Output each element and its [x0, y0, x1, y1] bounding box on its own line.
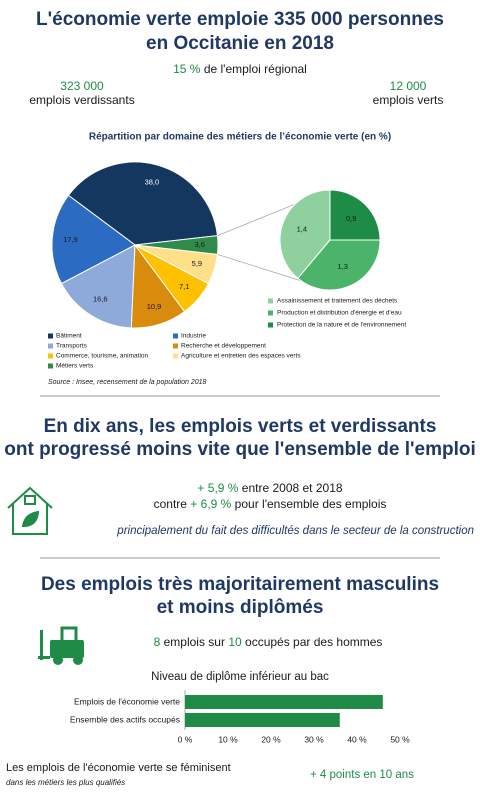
total-text: pour l'ensemble des emplois [235, 497, 387, 511]
slice-label: 7,1 [179, 282, 189, 291]
legend-swatch [268, 322, 273, 328]
slice-label: 1,4 [297, 225, 307, 234]
legend-label: Commerce, tourisme, animation [56, 353, 148, 360]
pie-slice [134, 235, 219, 255]
slice-label: 3,6 [195, 240, 205, 249]
slice-label: 17,9 [63, 235, 78, 244]
title: L'économie verte emploie 335 000 personn… [36, 9, 444, 30]
slice-label: 38,0 [145, 177, 160, 186]
legend-swatch [48, 333, 53, 339]
legend-label: Métiers verts [56, 363, 94, 370]
pie-slice [51, 194, 136, 285]
y-tick-label: Emplois de l'économie verte [74, 696, 180, 706]
share: 15 % de l'emploi régional [173, 62, 307, 76]
bar [185, 713, 340, 727]
bar [185, 695, 383, 709]
house-icon [7, 486, 53, 535]
evolution-note: principalement du fait des difficultés d… [116, 525, 474, 537]
pie-chart: 38,0 17,9 16,6 10,9 7,1 5,9 3,6 1,4 1,3 0,9 Bâtime… [48, 161, 406, 370]
left-text: emplois verdissants [29, 93, 134, 107]
x-tick-label: 50 % [390, 734, 410, 744]
green-text: entre 2008 et 2018 [242, 481, 343, 495]
legend-swatch [173, 353, 178, 359]
slice-label: 1,3 [337, 262, 347, 271]
slice-label: 5,9 [192, 259, 202, 268]
forklift-icon [38, 626, 84, 665]
slice-label: 16,6 [93, 295, 108, 304]
left-value: 323 000 [60, 79, 104, 93]
slice-label: 10,9 [147, 302, 162, 311]
legend-label: Assainissement et traitement des déchets [277, 298, 398, 305]
bar-chart: 0 % 10 % 20 % 30 % 40 % 50 % Emplois de l'écon… [70, 690, 410, 744]
share-text: de l'emploi régional [204, 62, 307, 76]
legend-label: Production et distribution d'énergie et … [277, 310, 402, 317]
share-value: 15 % [173, 62, 201, 76]
footer-value: + 4 points en 10 ans [310, 769, 414, 781]
legend-label: Agriculture et entretien des espaces ver… [181, 353, 301, 360]
pie-slice [329, 189, 381, 241]
legend-swatch [173, 333, 178, 339]
title: en Occitanie en 2018 [146, 33, 334, 54]
versus: contre [154, 497, 188, 511]
legend-swatch [48, 363, 53, 369]
gender-text: occupés par des hommes [245, 635, 382, 649]
legend-swatch [268, 310, 273, 316]
x-tick-label: 0 % [178, 734, 193, 744]
x-tick-label: 10 % [218, 734, 238, 744]
right-text: emplois verts [373, 93, 444, 107]
total-value: + 6,9 % [190, 497, 231, 511]
footer-text: Les emplois de l'économie verte se fémin… [6, 762, 231, 774]
section-title: Des emplois très majoritairement masculi… [41, 574, 439, 595]
x-tick-label: 40 % [347, 734, 367, 744]
pie-slice [67, 161, 219, 246]
pie-slice [297, 239, 381, 291]
section-title: En dix ans, les emplois verts et verdiss… [44, 416, 437, 437]
legend-label: Bâtiment [56, 333, 82, 340]
right-value: 12 000 [390, 79, 427, 93]
legend-label: Recherche et développement [181, 343, 266, 350]
pie-slice [279, 189, 331, 280]
legend-label: Protection de la nature et de l'environn… [277, 322, 406, 329]
section-title: et moins diplômés [157, 597, 324, 618]
green-value: + 5,9 % [197, 481, 238, 495]
legend-label: Transports [56, 343, 88, 350]
total: 10 [228, 635, 242, 649]
slice-label: 0,9 [346, 214, 356, 223]
evolution-line: + 5,9 % entre 2008 et 2018 [197, 481, 342, 495]
pie-slice [60, 244, 136, 329]
source: Source : Insee, recensement de la popula… [48, 379, 206, 386]
evolution-line: contre + 6,9 % pour l'ensemble des emplo… [154, 497, 387, 511]
legend-swatch [268, 298, 273, 304]
x-tick-label: 20 % [261, 734, 281, 744]
gender-line: 8 emplois sur 10 occupés par des hommes [154, 635, 383, 649]
x-tick-label: 30 % [304, 734, 324, 744]
y-tick-label: Ensemble des actifs occupés [70, 714, 180, 724]
bar-title: Niveau de diplôme inférieur au bac [151, 671, 329, 683]
men: 8 [154, 635, 161, 649]
legend-swatch [48, 343, 53, 349]
gender-text: emplois sur [164, 635, 225, 649]
pie-title: Répartition par domaine des métiers de l… [89, 132, 391, 143]
legend-swatch [48, 353, 53, 359]
footer-note: dans les métiers les plus qualifiés [6, 778, 125, 787]
section-title: ont progressé moins vite que l'ensemble … [4, 439, 475, 460]
legend-swatch [173, 343, 178, 349]
legend-label: Industrie [181, 333, 206, 340]
